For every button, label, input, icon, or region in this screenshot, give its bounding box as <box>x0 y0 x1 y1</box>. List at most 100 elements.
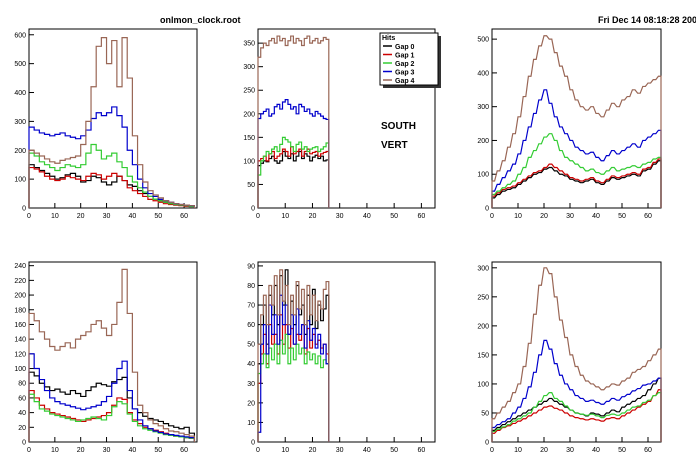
x-tick-label: 0 <box>27 447 31 454</box>
y-tick-label: 120 <box>14 351 26 358</box>
series-gap-4 <box>28 268 196 442</box>
series-gap-3 <box>491 339 662 442</box>
y-tick-label: 400 <box>477 70 489 77</box>
legend-entry: Gap 2 <box>395 61 415 68</box>
y-tick-label: 500 <box>14 61 26 68</box>
series-gap-0 <box>491 160 662 208</box>
x-tick-label: 10 <box>281 213 289 220</box>
x-tick-label: 20 <box>540 447 548 454</box>
y-tick-label: 300 <box>477 104 489 111</box>
y-tick-label: 150 <box>243 135 255 142</box>
y-tick-label: 100 <box>14 177 26 184</box>
y-tick-label: 300 <box>243 64 255 71</box>
y-tick-label: 0 <box>251 206 255 213</box>
x-tick-label: 50 <box>154 213 162 220</box>
plot-frame <box>28 261 198 443</box>
x-tick-label: 20 <box>77 447 85 454</box>
x-tick-label: 50 <box>390 213 398 220</box>
series-gap-4 <box>491 35 662 208</box>
y-tick-label: 140 <box>14 337 26 344</box>
y-tick-label: 200 <box>477 323 489 330</box>
histogram-pad-3: 0 10 20 30 40 50 60 0 100 200 300 400 500 <box>477 28 662 220</box>
x-tick-label: 60 <box>180 213 188 220</box>
y-tick-label: 220 <box>14 278 26 285</box>
y-tick-label: 50 <box>247 342 255 349</box>
x-tick-label: 50 <box>618 447 626 454</box>
y-tick-label: 80 <box>18 381 26 388</box>
series-gap-4 <box>491 267 662 442</box>
y-tick-label: 200 <box>477 138 489 145</box>
y-tick-label: 30 <box>247 381 255 388</box>
y-tick-label: 0 <box>485 206 489 213</box>
series-gap-2 <box>257 136 330 208</box>
series-gap-2 <box>491 392 662 442</box>
timestamp: Fri Dec 14 08:18:28 2007 <box>598 15 696 25</box>
x-tick-label: 60 <box>644 447 652 454</box>
y-tick-label: 40 <box>247 361 255 368</box>
x-tick-label: 50 <box>390 447 398 454</box>
x-tick-label: 30 <box>336 213 344 220</box>
legend-title: Hits <box>382 35 395 42</box>
y-tick-label: 350 <box>243 41 255 48</box>
x-tick-label: 30 <box>103 447 111 454</box>
x-tick-label: 60 <box>180 447 188 454</box>
series-gap-1 <box>491 389 662 442</box>
x-tick-label: 0 <box>256 447 260 454</box>
y-tick-label: 90 <box>247 263 255 270</box>
x-tick-label: 0 <box>490 213 494 220</box>
x-tick-label: 10 <box>514 447 522 454</box>
legend-entry: Gap 3 <box>395 70 415 77</box>
y-tick-label: 0 <box>485 440 489 447</box>
series-gap-3 <box>28 353 196 442</box>
plot-frame <box>491 261 662 443</box>
x-tick-label: 10 <box>51 447 59 454</box>
y-tick-label: 300 <box>14 119 26 126</box>
y-tick-label: 50 <box>247 182 255 189</box>
y-tick-label: 20 <box>18 425 26 432</box>
x-tick-label: 50 <box>618 213 626 220</box>
y-tick-label: 20 <box>247 400 255 407</box>
y-tick-label: 0 <box>251 440 255 447</box>
x-tick-label: 20 <box>77 213 85 220</box>
series-gap-3 <box>491 89 662 208</box>
legend-entry: Gap 0 <box>395 44 415 51</box>
x-tick-label: 40 <box>128 447 136 454</box>
y-tick-label: 100 <box>477 172 489 179</box>
x-tick-label: 60 <box>644 213 652 220</box>
y-tick-label: 60 <box>18 395 26 402</box>
x-tick-label: 0 <box>27 213 31 220</box>
y-tick-label: 180 <box>14 307 26 314</box>
series-gap-4 <box>28 37 196 208</box>
y-tick-label: 200 <box>14 293 26 300</box>
x-tick-label: 40 <box>128 213 136 220</box>
legend-entry: Gap 4 <box>395 78 415 85</box>
x-tick-label: 30 <box>336 447 344 454</box>
x-tick-label: 40 <box>592 213 600 220</box>
y-tick-label: 100 <box>477 381 489 388</box>
plot-frame <box>491 28 662 209</box>
x-tick-label: 20 <box>309 447 317 454</box>
y-tick-label: 400 <box>14 90 26 97</box>
x-tick-label: 0 <box>256 213 260 220</box>
y-tick-label: 250 <box>477 294 489 301</box>
plot-frame <box>28 28 198 209</box>
y-tick-label: 0 <box>22 206 26 213</box>
x-tick-label: 30 <box>566 213 574 220</box>
y-tick-label: 70 <box>247 303 255 310</box>
x-tick-label: 30 <box>103 213 111 220</box>
legend-entry: Gap 1 <box>395 53 415 60</box>
series-gap-2 <box>491 133 662 208</box>
y-tick-label: 160 <box>14 322 26 329</box>
series-gap-4 <box>257 269 330 442</box>
y-tick-label: 600 <box>14 32 26 39</box>
x-tick-label: 40 <box>592 447 600 454</box>
x-tick-label: 10 <box>514 213 522 220</box>
y-tick-label: 40 <box>18 410 26 417</box>
plot-frame <box>257 261 436 443</box>
y-tick-label: 100 <box>14 366 26 373</box>
y-tick-label: 200 <box>243 111 255 118</box>
y-tick-label: 0 <box>22 440 26 447</box>
histogram-pad-6: 0 10 20 30 40 50 60 0 50 100 150 200 250 300 <box>477 261 662 454</box>
